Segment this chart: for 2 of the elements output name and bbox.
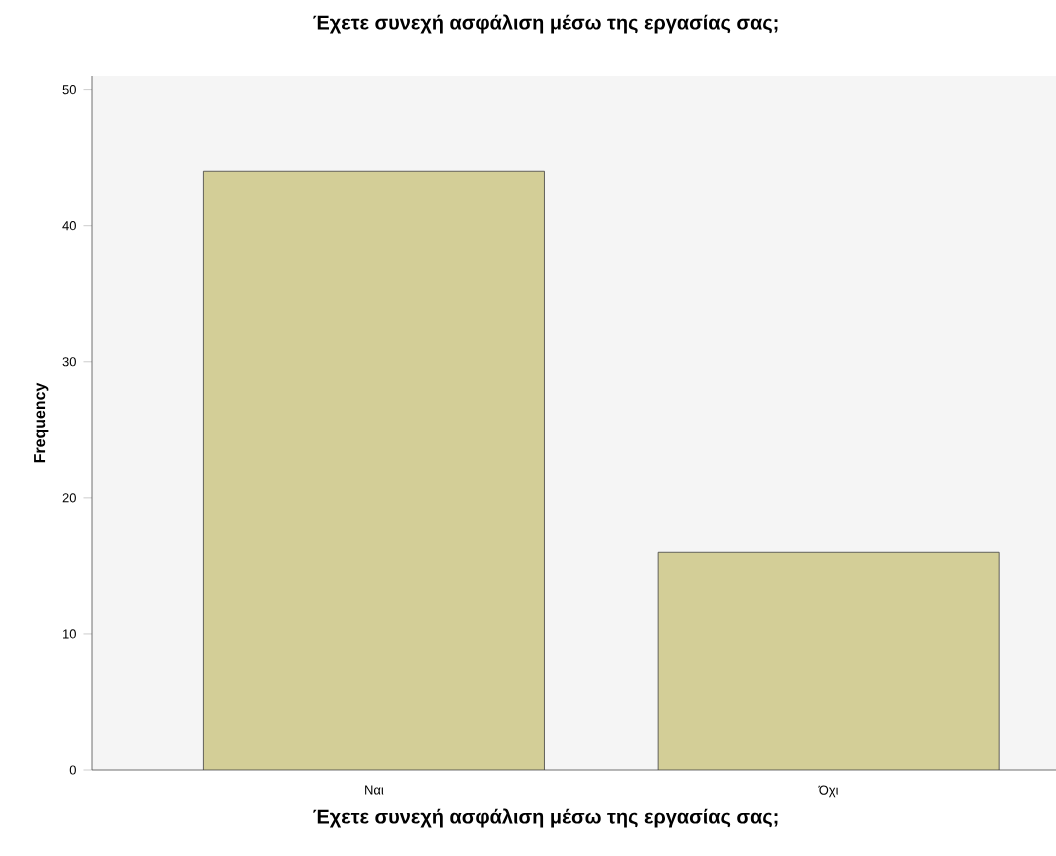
- x-axis-title: Έχετε συνεχή ασφάλιση μέσω της εργασίας σας;: [313, 808, 778, 828]
- chart-title: Έχετε συνεχή ασφάλιση μέσω της εργασίας σας;: [313, 14, 778, 34]
